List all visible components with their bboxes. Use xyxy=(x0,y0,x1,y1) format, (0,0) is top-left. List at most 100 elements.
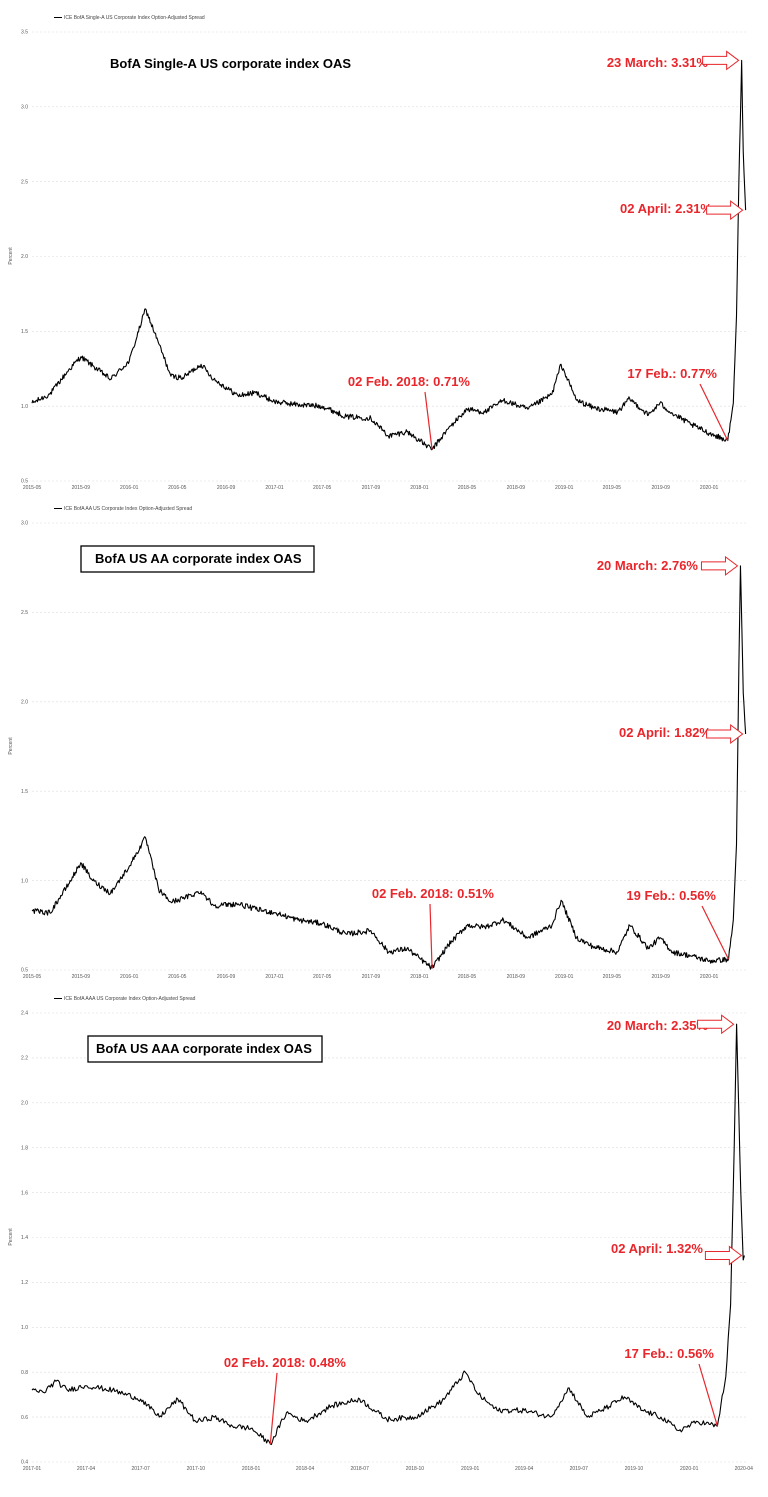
series-line xyxy=(31,565,747,970)
annotation-arrow-label: 02 April: 1.82% xyxy=(619,725,711,740)
x-tick-label: 2017-09 xyxy=(362,485,381,491)
x-tick-label: 2016-09 xyxy=(217,974,236,980)
legend-label: ICE BofA AA US Corporate Index Option-Ad… xyxy=(64,506,192,512)
annotation-arrow xyxy=(704,1245,743,1266)
y-tick-label: 1.5 xyxy=(21,789,28,795)
annotation-arrow-label: 02 April: 2.31% xyxy=(620,201,712,216)
x-tick-label: 2016-01 xyxy=(120,485,139,491)
y-tick-label: 3.5 xyxy=(21,30,28,36)
annotation-pointer-line xyxy=(701,905,730,960)
y-tick-label: 2.5 xyxy=(21,179,28,185)
y-axis-label: Percent xyxy=(8,1228,14,1246)
x-tick-label: 2017-01 xyxy=(265,485,284,491)
y-tick-label: 0.5 xyxy=(21,968,28,974)
chart-title-box xyxy=(80,545,315,573)
annotation-pointer-line xyxy=(698,1363,718,1427)
x-tick-label: 2019-01 xyxy=(555,974,574,980)
x-tick-label: 2020-01 xyxy=(680,1466,699,1472)
x-tick-label: 2017-05 xyxy=(313,485,332,491)
annotation-pointer-label: 02 Feb. 2018: 0.48% xyxy=(224,1355,347,1370)
annotation-pointer-label: 19 Feb.: 0.56% xyxy=(626,888,716,903)
annotation-arrow-label: 20 March: 2.76% xyxy=(597,558,699,573)
chart-title-box xyxy=(87,1035,323,1063)
x-tick-label: 2015-05 xyxy=(23,974,42,980)
x-tick-label: 2019-05 xyxy=(603,485,622,491)
y-tick-label: 0.8 xyxy=(21,1370,28,1376)
x-tick-label: 2018-07 xyxy=(351,1466,370,1472)
chart-panel-1: ICE BofA Single-A US Corporate Index Opt… xyxy=(8,15,748,491)
y-tick-label: 3.0 xyxy=(21,521,28,527)
x-tick-label: 2019-05 xyxy=(603,974,622,980)
x-tick-label: 2018-05 xyxy=(458,974,477,980)
y-tick-label: 1.0 xyxy=(21,1325,28,1331)
x-tick-label: 2020-01 xyxy=(700,485,719,491)
x-tick-label: 2020-01 xyxy=(700,974,719,980)
y-tick-label: 2.2 xyxy=(21,1056,28,1062)
annotation-arrow xyxy=(706,723,744,744)
chart-title: BofA Single-A US corporate index OAS xyxy=(110,56,351,71)
y-axis-label: Percent xyxy=(8,737,14,755)
x-tick-label: 2018-10 xyxy=(406,1466,425,1472)
y-tick-label: 2.0 xyxy=(21,1101,28,1107)
x-tick-label: 2018-01 xyxy=(242,1466,261,1472)
legend-label: ICE BofA Single-A US Corporate Index Opt… xyxy=(64,15,205,21)
y-tick-label: 2.4 xyxy=(21,1011,28,1017)
legend-label: ICE BofA AAA US Corporate Index Option-A… xyxy=(64,996,196,1002)
annotation-arrow xyxy=(700,555,739,576)
series-line xyxy=(31,59,747,451)
annotation-pointer-line xyxy=(699,383,729,441)
annotation-arrow xyxy=(706,200,744,221)
x-tick-label: 2019-01 xyxy=(461,1466,480,1472)
x-tick-label: 2019-07 xyxy=(570,1466,589,1472)
y-tick-label: 3.0 xyxy=(21,105,28,111)
annotation-arrow-label: 23 March: 3.31% xyxy=(607,55,709,70)
annotation-pointer-line xyxy=(269,1372,278,1445)
y-tick-label: 1.2 xyxy=(21,1280,28,1286)
annotation-pointer-label: 02 Feb. 2018: 0.71% xyxy=(348,374,471,389)
series-line xyxy=(31,1023,745,1446)
x-tick-label: 2015-09 xyxy=(72,485,91,491)
x-tick-label: 2017-04 xyxy=(77,1466,96,1472)
x-tick-label: 2017-10 xyxy=(187,1466,206,1472)
chart-title: BofA US AAA corporate index OAS xyxy=(96,1041,312,1056)
x-tick-label: 2016-05 xyxy=(168,974,187,980)
y-axis-label: Percent xyxy=(8,247,14,265)
x-tick-label: 2015-05 xyxy=(23,485,42,491)
x-tick-label: 2019-10 xyxy=(625,1466,644,1472)
annotation-arrow xyxy=(697,1014,735,1035)
annotation-pointer-label: 17 Feb.: 0.56% xyxy=(624,1346,714,1361)
y-tick-label: 2.5 xyxy=(21,610,28,616)
x-tick-label: 2017-01 xyxy=(265,974,284,980)
annotation-pointer-label: 02 Feb. 2018: 0.51% xyxy=(372,886,495,901)
annotation-pointer-label: 17 Feb.: 0.77% xyxy=(627,366,717,381)
y-tick-label: 0.4 xyxy=(21,1460,28,1466)
chart-title: BofA US AA corporate index OAS xyxy=(95,551,302,566)
chart-panel-3: ICE BofA AAA US Corporate Index Option-A… xyxy=(8,996,753,1472)
y-tick-label: 1.6 xyxy=(21,1190,28,1196)
x-tick-label: 2019-09 xyxy=(652,485,671,491)
x-tick-label: 2018-04 xyxy=(296,1466,315,1472)
x-tick-label: 2017-07 xyxy=(131,1466,150,1472)
x-tick-label: 2019-01 xyxy=(555,485,574,491)
x-tick-label: 2016-01 xyxy=(120,974,139,980)
y-tick-label: 2.0 xyxy=(21,254,28,260)
y-tick-label: 2.0 xyxy=(21,700,28,706)
x-tick-label: 2016-05 xyxy=(168,485,187,491)
x-tick-label: 2017-09 xyxy=(362,974,381,980)
y-tick-label: 1.8 xyxy=(21,1145,28,1151)
x-tick-label: 2017-05 xyxy=(313,974,332,980)
x-tick-label: 2017-01 xyxy=(23,1466,42,1472)
y-tick-label: 1.0 xyxy=(21,878,28,884)
x-tick-label: 2018-01 xyxy=(410,485,429,491)
y-tick-label: 0.5 xyxy=(21,479,28,485)
annotation-pointer-line xyxy=(429,903,433,969)
x-tick-label: 2019-09 xyxy=(652,974,671,980)
annotation-pointer-line xyxy=(424,391,433,450)
x-tick-label: 2019-04 xyxy=(515,1466,534,1472)
y-tick-label: 1.0 xyxy=(21,404,28,410)
annotation-arrow xyxy=(702,50,740,71)
y-tick-label: 0.6 xyxy=(21,1415,28,1421)
y-tick-label: 1.4 xyxy=(21,1235,28,1241)
y-tick-label: 1.5 xyxy=(21,329,28,335)
